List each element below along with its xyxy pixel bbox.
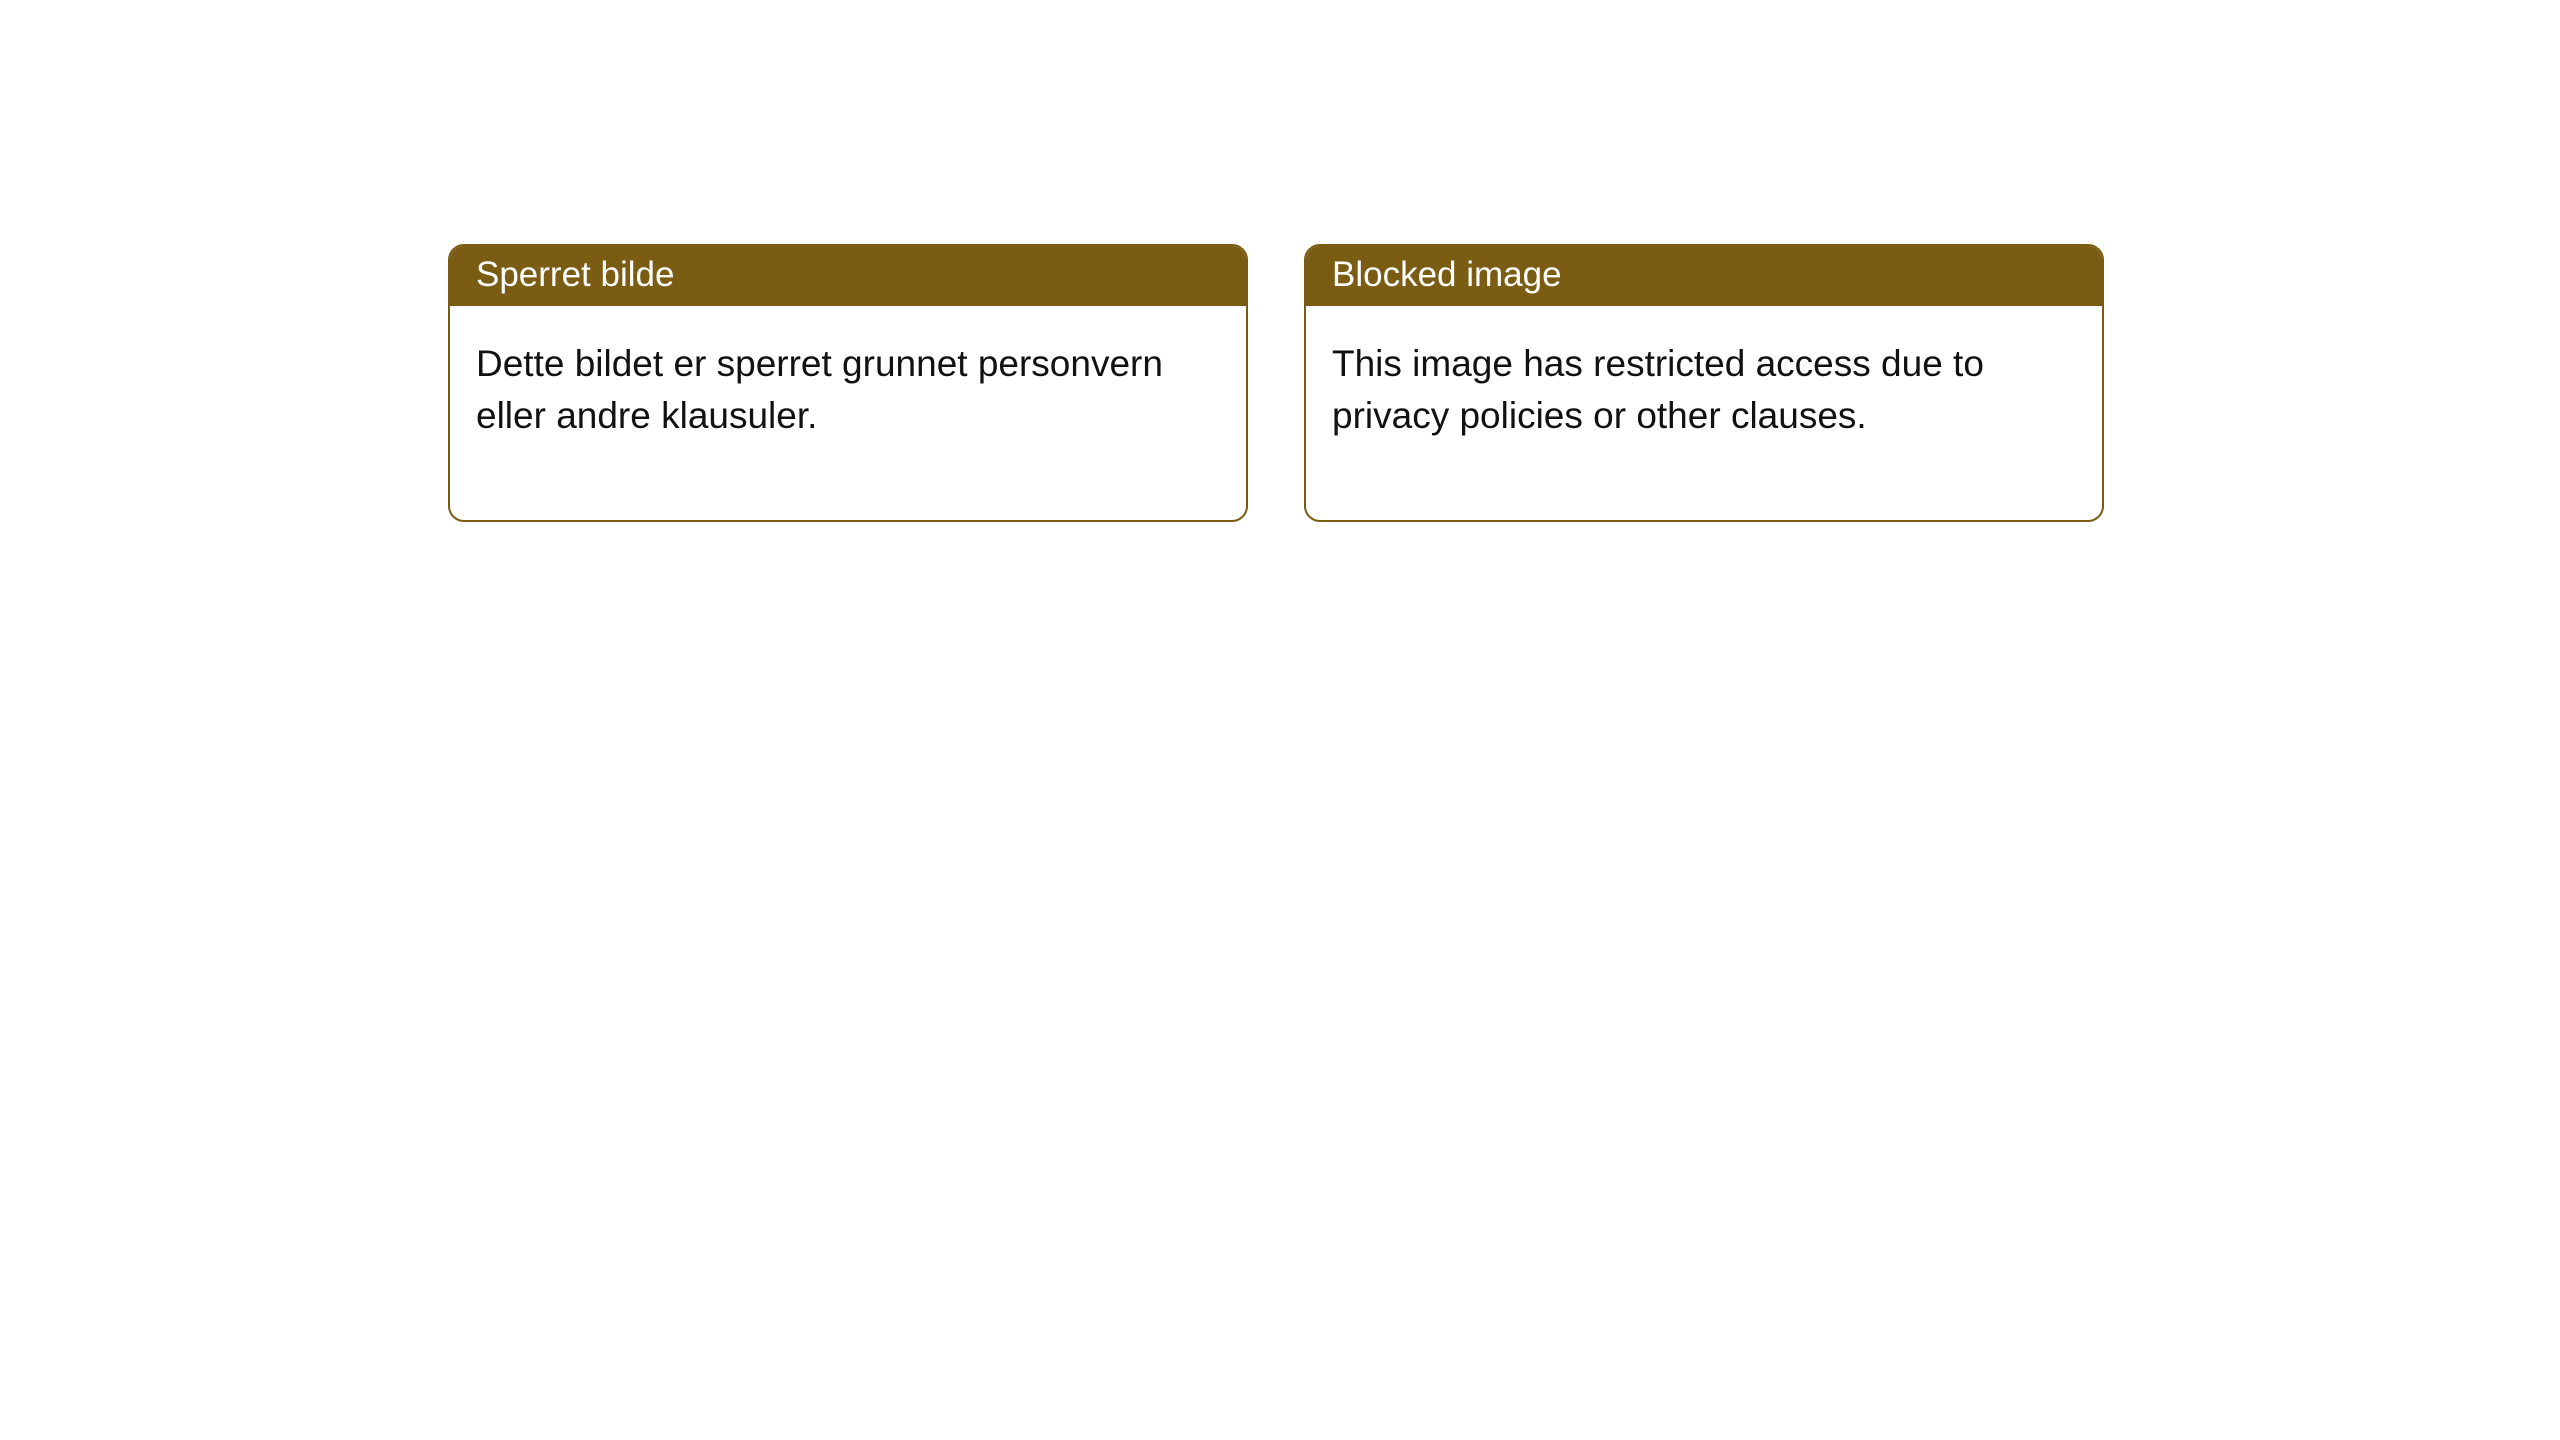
notice-box-english: Blocked image This image has restricted … [1304, 244, 2104, 522]
notice-box-norwegian: Sperret bilde Dette bildet er sperret gr… [448, 244, 1248, 522]
notice-header: Blocked image [1306, 246, 2102, 306]
notice-body: This image has restricted access due to … [1306, 306, 2102, 520]
notices-container: Sperret bilde Dette bildet er sperret gr… [448, 244, 2104, 522]
notice-header: Sperret bilde [450, 246, 1246, 306]
notice-body: Dette bildet er sperret grunnet personve… [450, 306, 1246, 520]
